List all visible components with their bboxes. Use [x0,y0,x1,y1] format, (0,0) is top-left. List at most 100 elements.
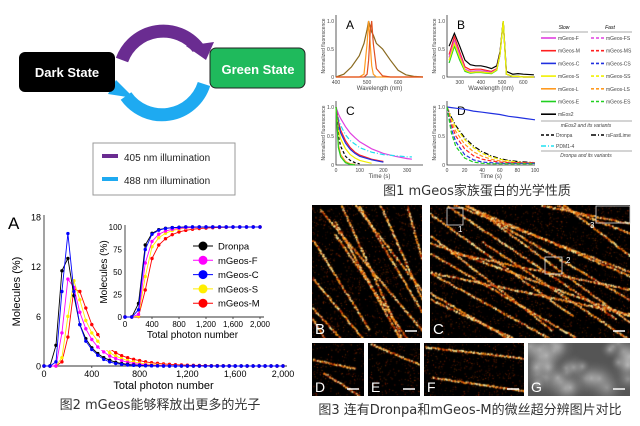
dark-state-box [19,52,115,92]
fig1-y-tick: 0 [442,163,445,169]
legend-label: mGeos-E [558,100,580,106]
fig1-y-tick: 0.5 [327,134,334,140]
legend-label: mGeos-M [218,299,260,310]
data-point-mGeos-C [157,228,161,232]
data-point-mGeos-S [78,298,82,302]
fig1-x-tick: 20 [462,168,468,174]
figure-3-caption: 图3 连有Dronpa和mGeos-M的微丝超分辨图片对比 [318,402,621,418]
data-point-mGeos-M [78,289,82,294]
data-point-mGeos-M [170,232,174,237]
legend-marker-Dronpa [198,241,208,251]
legend-swatch-405 [102,154,118,158]
legend-label: mGeos-F [558,36,579,42]
figure-2: 0 400 800 1,200 1,600 2,000 0 6 12 18 Total photon… [11,213,294,393]
fig1-series-line [335,106,384,163]
fig1-series-line [446,106,536,121]
green-state-box [209,47,306,89]
data-point-mGeos-C [179,364,184,368]
data-point-mGeos-C [66,231,70,236]
legend-label: mGeos-S [558,74,580,80]
fig1-panel-label: A [346,18,354,32]
data-point-mGeos-C [119,362,124,367]
micrograph-f [424,343,524,396]
micrograph-g [528,343,630,396]
data-point-mGeos-C [123,315,127,319]
x-tick-label: 400 [84,369,99,379]
legend-header-slow: Slow [559,25,570,31]
legend-label: mGeos-C [558,61,580,67]
dark-state-label: Dark State [35,65,99,80]
fig1-panel-label: B [457,18,465,32]
figure-2-panel-label: A [8,214,20,233]
micrograph-c [430,205,630,338]
fig1-series-line [335,106,360,165]
fig1-y-label: Normalized fluorescence [321,105,327,160]
x-tick-label: 2,000 [272,369,295,379]
fig1-y-tick: 1.0 [327,105,334,111]
x-tick-label: 1,600 [223,320,244,329]
legend-label: mGeos-S [218,284,258,295]
x-tick-label: 1,200 [176,369,199,379]
data-point-mGeos-C [60,289,64,294]
fig1-y-tick: 1.0 [438,105,445,111]
fig1-x-tick: 500 [363,80,372,86]
micrograph-d [312,343,364,396]
data-point-mGeos-C [137,363,142,368]
fig1-y-label: Normalized fluorescence [432,105,438,160]
legend-label: mGeos-F [218,256,258,267]
data-point-mGeos-S [157,236,161,240]
y-tick-label: 0 [36,362,41,372]
legend-label: mGeos-SS [606,74,631,80]
legend-label: Dronpa [556,133,573,139]
legend-label: mGeos-MS [606,49,632,55]
fig1-x-tick: 500 [498,80,507,86]
legend-label: mGeos-ES [606,100,631,106]
data-point-mGeos-C [191,364,196,368]
data-point-mGeos-S [90,331,94,335]
data-point-mGeos-F [54,364,58,368]
data-point-mGeos-M [119,353,124,358]
data-point-mGeos-C [209,364,213,368]
data-point-mGeos-S [66,314,70,319]
fig1-y-tick: 0 [331,75,334,81]
legend-header-fast: Fast [605,25,615,31]
figure-2-caption: 图2 mGeos能够释放出更多的光子 [60,397,261,413]
data-point-mGeos-C [275,364,279,368]
x-tick-label: 1,600 [224,369,247,379]
data-point-mGeos-F [119,358,124,363]
fig1-series-line [335,106,372,164]
data-point-mGeos-C [177,225,181,230]
data-point-mGeos-F [90,337,94,342]
y-tick-label: 12 [31,262,41,272]
fig1-series-line [446,106,535,165]
micrograph-e [368,343,420,396]
fig1-y-tick: 0 [442,75,445,81]
y-tick-label: 50 [113,268,122,277]
legend-label: PDM1-4 [556,144,575,150]
data-point-mGeos-C [161,364,166,368]
legend-label: mEos2 [558,112,574,118]
data-point-mGeos-C [136,308,141,312]
fig1-series-line [446,106,536,164]
data-point-mGeos-C [185,364,190,368]
y-tick-label: 100 [109,223,123,232]
data-point-mGeos-C [197,225,201,229]
data-point-mGeos-C [131,363,136,368]
data-point-Dronpa [66,256,70,261]
fig1-x-tick: 0 [446,168,449,174]
data-point-mGeos-C [269,364,273,368]
fig1-x-tick: 100 [356,168,365,174]
legend-marker-mGeos-C [198,270,208,280]
data-point-mGeos-C [54,360,58,364]
data-point-mGeos-C [167,364,172,368]
x-axis-label: Total photon number [113,380,214,392]
fig1-axes-C [335,101,423,166]
fig1-x-tick: 40 [479,168,485,174]
data-point-mGeos-C [203,364,208,368]
y-tick-label: 6 [36,312,41,322]
fig1-x-tick: 600 [519,80,528,86]
fig1-x-label: Time (s) [480,174,502,180]
data-point-Dronpa [60,269,64,273]
data-point-mGeos-C [114,361,118,366]
data-point-mGeos-F [66,277,70,281]
